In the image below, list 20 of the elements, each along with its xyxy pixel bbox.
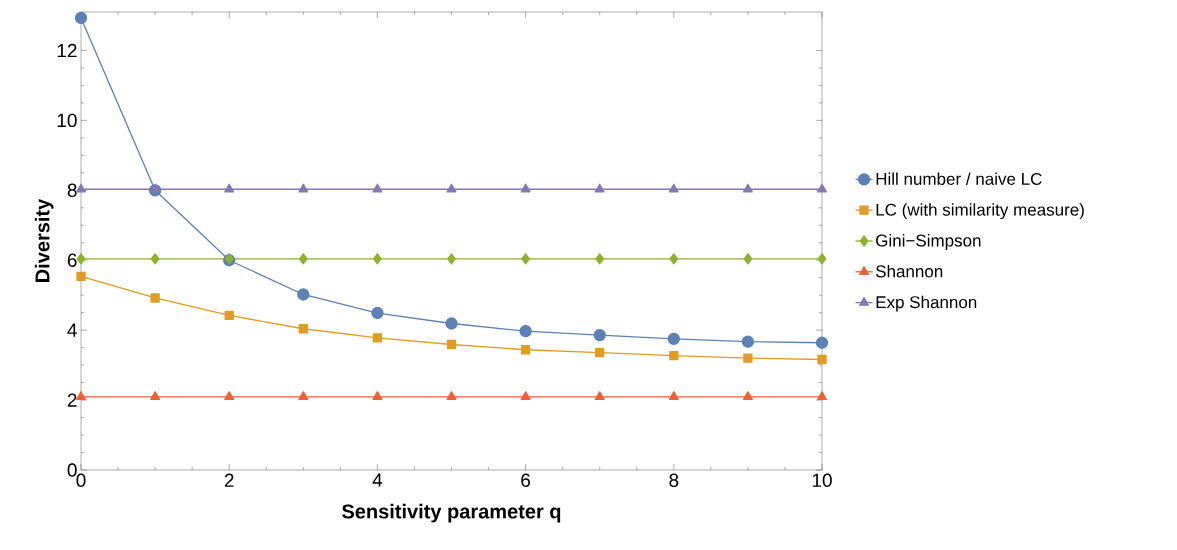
y-axis-title: Diversity bbox=[34, 198, 54, 282]
y-tick-label: 4 bbox=[67, 323, 77, 337]
x-tick-label: 8 bbox=[669, 473, 679, 487]
x-tick-label: 6 bbox=[521, 473, 531, 487]
legend-label: LC (with similarity measure) bbox=[876, 203, 1084, 220]
y-tick-label: 0 bbox=[67, 463, 77, 477]
legend-label: Gini−Simpson bbox=[876, 234, 981, 250]
x-axis-title: Sensitivity parameter q bbox=[342, 503, 561, 523]
y-tick-label: 6 bbox=[67, 253, 77, 267]
x-tick-label: 2 bbox=[224, 473, 234, 487]
y-tick-label: 12 bbox=[57, 43, 77, 58]
legend-label: Hill number / naive LC bbox=[876, 172, 1042, 185]
y-tick-label: 2 bbox=[67, 393, 77, 407]
x-tick-label: 4 bbox=[372, 473, 383, 487]
y-tick-label: 10 bbox=[57, 113, 77, 128]
y-tick-label: 8 bbox=[67, 183, 77, 198]
legend-label: Exp Shannon bbox=[876, 295, 977, 312]
x-tick-label: 10 bbox=[812, 473, 832, 487]
x-tick-label: 0 bbox=[76, 473, 86, 487]
legend-label: Shannon bbox=[875, 264, 943, 278]
